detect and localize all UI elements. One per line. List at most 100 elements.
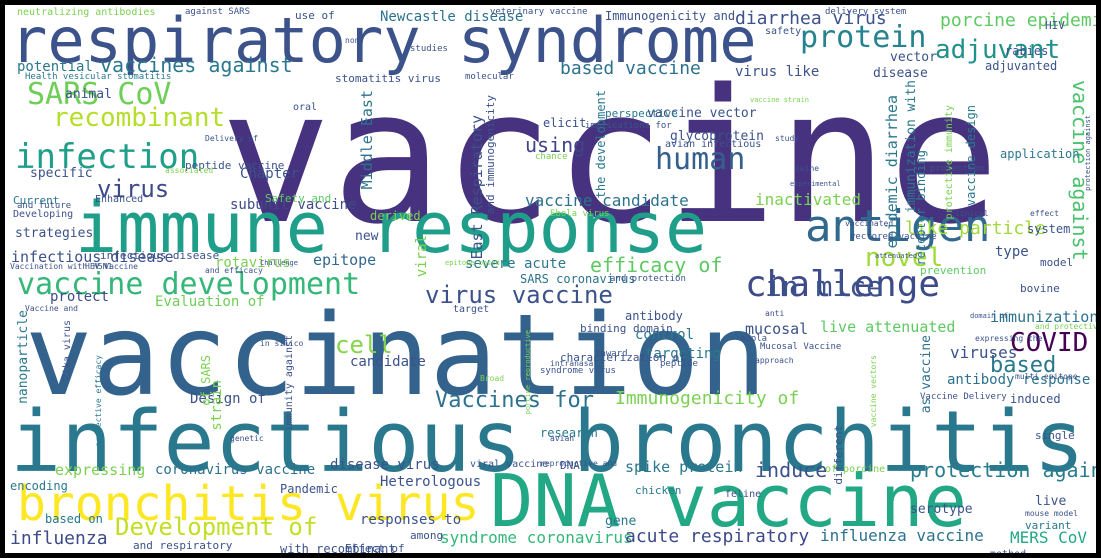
cloud-word: rabies [1005,44,1049,58]
cloud-word: based [990,353,1057,378]
cloud-word: Heterologous [380,474,482,490]
cloud-word: virus vaccine [425,281,613,309]
cloud-word: immunization [990,308,1096,326]
cloud-word: molecular [465,72,514,82]
cloud-word: infectious bronchitis [10,393,1085,492]
cloud-word: HIV [1045,19,1065,32]
cloud-word: efficacy of [590,253,723,277]
cloud-word: Newcastle disease [380,9,524,25]
cloud-word: Mucosal Vaccine [760,342,842,352]
cloud-word: Middle East [358,90,376,190]
cloud-word: and protective [1035,322,1096,331]
cloud-word: immunity against [284,335,295,432]
cloud-word: epitope based [445,259,500,267]
cloud-word: bronchitis virus [17,476,480,532]
cloud-word: virus [97,175,170,203]
cloud-word: receptor binding [914,150,928,266]
cloud-word: reproductive and [540,459,618,468]
cloud-word: feline [725,489,762,500]
cloud-word: bovine [1020,282,1060,295]
cloud-word: Chapter [240,166,300,182]
cloud-word: vaccines against [100,53,293,77]
cloud-word: type [995,244,1029,260]
cloud-word: novel [865,243,944,273]
word-cloud: vaccine vaccination infectious bronchitis r… [5,5,1096,553]
cloud-word: of SARS [199,355,213,406]
cloud-word: responses to [360,512,462,528]
cloud-word: DNA [560,459,580,472]
cloud-word: Current [13,194,60,207]
cloud-word: Vaccination with [10,262,88,271]
cloud-word: H5N1 [93,262,113,271]
cloud-word: Safety and [265,192,332,205]
cloud-word: adjuvanted [985,59,1058,73]
cloud-word: study [775,134,800,143]
cloud-word: vaccination [25,291,767,421]
cloud-word: specific [30,166,93,181]
cloud-word: HEV Vaccine [85,262,138,271]
cloud-word: potential [17,59,93,75]
cloud-word: and respiratory [133,539,233,552]
cloud-word: syndrome virus [540,366,616,376]
cloud-word: toward [595,349,628,359]
cloud-word: vaccine candidate [525,191,689,210]
cloud-word: nanoparticle [16,310,31,404]
cloud-word: multi epitope [1015,372,1078,381]
cloud-word: Development of [115,513,318,541]
cloud-word: protection against [910,458,1096,482]
cloud-word: oral [293,102,318,113]
cloud-word: spike protein [625,458,743,476]
cloud-word: binding domain [580,322,673,335]
cloud-word: in mice [765,270,884,303]
cloud-word: infectious disease [11,248,174,266]
cloud-word: infection [15,137,200,177]
cloud-word: strategies [15,226,94,241]
cloud-word: Design of [190,391,266,407]
cloud-word: among [410,529,444,542]
cloud-word: like particle [905,218,1046,239]
cloud-word: rotavirus [215,255,291,271]
cloud-word: COVID [1010,328,1089,358]
cloud-word: protective efficacy [94,355,103,447]
cloud-word: Enhanced [95,194,144,205]
cloud-word: acute respiratory [625,526,810,547]
cloud-word: Vaccine and [25,304,78,313]
cloud-word: application [1000,147,1080,161]
cloud-word: implications for [585,121,672,131]
cloud-word: chance [535,152,568,162]
cloud-word: studies [410,44,448,54]
cloud-word: porcine epidemic [940,10,1096,31]
cloud-word: porcine reproductive [524,330,532,415]
cloud-word: against SARS [185,7,251,17]
cloud-word: protection [930,164,985,174]
cloud-word: Vaccine Delivery [920,392,1007,402]
cloud-word: adjuvant [935,35,1061,65]
cloud-word: vaccine strain [750,96,810,104]
cloud-word: human [655,142,746,177]
cloud-word: approach [755,356,794,365]
cloud-word: East Respiratory [468,115,486,260]
cloud-word: chicken [635,484,682,497]
cloud-word: of porcine [825,464,886,475]
cloud-word: based on [45,512,103,526]
cloud-word: recombinant [53,103,226,133]
cloud-word: protective immunity [944,105,955,220]
cloud-word: new [355,229,379,244]
cloud-word: single [1035,429,1075,442]
cloud-word: derived [370,209,421,223]
cloud-word: Vaccines for [435,388,594,413]
cloud-word: swine [795,164,820,173]
cloud-word: protein [800,20,927,55]
cloud-word: SARS coronavirus [520,272,636,286]
cloud-word: attenuated [875,252,918,260]
cloud-word: Developing [13,209,74,220]
cloud-word: using [525,133,586,157]
cloud-word: immune response [75,187,708,269]
cloud-word: challenge [745,264,941,305]
cloud-word: neutralizing antibodies [17,7,156,18]
cloud-word: targeting [645,346,721,362]
cloud-word: cell [335,331,393,359]
cloud-word: gene [605,514,637,529]
cloud-word: and efficacy [205,266,263,275]
cloud-word: vaccine vector [647,106,757,121]
